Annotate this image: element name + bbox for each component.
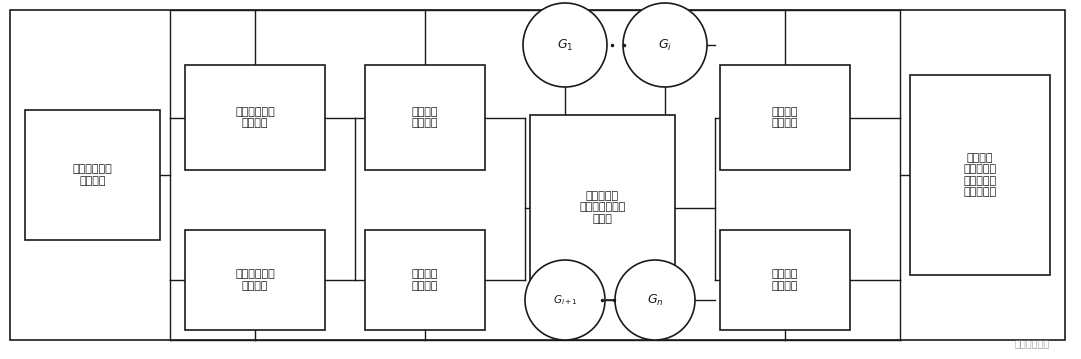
Text: 高能武器电力
变换模块: 高能武器电力 变换模块 — [72, 164, 112, 186]
Text: $G_n$: $G_n$ — [646, 293, 664, 308]
Bar — [185, 230, 325, 330]
Bar — [185, 65, 325, 170]
Text: 推进电力
区域配电: 推进电力 区域配电 — [772, 269, 798, 291]
Text: 辅助电力
区域配电: 辅助电力 区域配电 — [412, 269, 438, 291]
Text: 小王分享视频: 小王分享视频 — [1015, 338, 1050, 348]
Bar — [365, 230, 485, 330]
Text: $G_1$: $G_1$ — [557, 37, 573, 52]
Text: 推进模块
（包括推进
电力模块和
推进电机）: 推进模块 （包括推进 电力模块和 推进电机） — [963, 153, 997, 197]
Text: 推进电力
区域配电: 推进电力 区域配电 — [772, 107, 798, 128]
Text: 辅助电力
区域配电: 辅助电力 区域配电 — [412, 107, 438, 128]
Ellipse shape — [525, 260, 605, 340]
Bar — [720, 230, 850, 330]
Ellipse shape — [623, 3, 707, 87]
Text: 高能武器电力
区域配电: 高能武器电力 区域配电 — [236, 269, 275, 291]
Ellipse shape — [615, 260, 695, 340]
Text: $G_{i+1}$: $G_{i+1}$ — [552, 293, 577, 307]
Text: $G_i$: $G_i$ — [658, 37, 672, 52]
Bar — [530, 115, 675, 300]
Bar — [25, 110, 160, 240]
Bar — [910, 75, 1050, 275]
Bar — [720, 65, 850, 170]
Text: 电能调度、
分配、管理智能
化模块: 电能调度、 分配、管理智能 化模块 — [579, 191, 626, 224]
Text: 高能武器电力
区域配电: 高能武器电力 区域配电 — [236, 107, 275, 128]
Bar — [365, 65, 485, 170]
Ellipse shape — [523, 3, 608, 87]
